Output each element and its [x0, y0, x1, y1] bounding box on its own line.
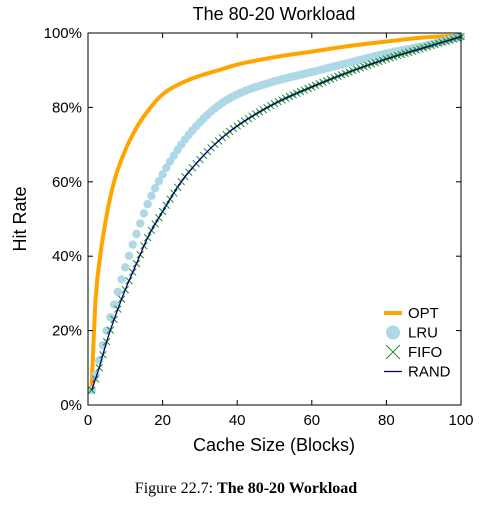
legend-swatch-fifo — [385, 344, 401, 360]
legend-item-rand: RAND — [384, 364, 451, 381]
legend: OPT LRU FIFO RAND — [384, 305, 451, 381]
series-opt — [89, 33, 462, 387]
y-tick-label: 100% — [44, 25, 82, 42]
lru-point — [147, 191, 156, 201]
caption-prefix: Figure 22.7: — [134, 480, 214, 497]
lru-point — [136, 219, 145, 228]
x-tick-label: 100 — [448, 412, 473, 429]
lru-point — [162, 163, 171, 173]
y-tick-label: 80% — [52, 99, 82, 116]
x-tick-label: 0 — [84, 412, 92, 429]
lru-point — [154, 176, 164, 186]
series-opt-line — [89, 33, 462, 387]
legend-label-fifo: FIFO — [408, 344, 442, 361]
legend-item-opt: OPT — [384, 305, 439, 322]
x-tick-label: 80 — [378, 412, 395, 429]
legend-item-lru: LRU — [386, 325, 438, 342]
x-tick-label: 40 — [229, 412, 246, 429]
plot-frame — [87, 32, 462, 406]
lru-point — [139, 209, 149, 218]
y-tick-label: 0% — [60, 397, 82, 414]
lru-point — [124, 251, 134, 260]
legend-label-lru: LRU — [408, 325, 438, 342]
legend-item-fifo: FIFO — [385, 344, 442, 361]
series-rand-line — [91, 36, 462, 391]
lru-point — [121, 263, 130, 272]
x-tick-label: 60 — [303, 412, 320, 429]
figure-caption: Figure 22.7: The 80-20 Workload — [0, 480, 492, 498]
lru-point — [150, 184, 160, 193]
x-tick-label: 20 — [154, 412, 171, 429]
y-axis-label: Hit Rate — [10, 186, 30, 251]
y-tick-label: 20% — [52, 323, 82, 340]
y-axis: 0% 20% 40% 60% 80% 100% — [44, 25, 461, 414]
y-tick-label: 40% — [52, 248, 82, 265]
legend-label-rand: RAND — [408, 364, 451, 381]
series-rand — [91, 36, 462, 391]
lru-point — [132, 229, 141, 239]
series-layer — [87, 32, 466, 395]
lru-point — [128, 240, 137, 249]
lru-point — [106, 313, 115, 322]
hit-rate-chart: The 80-20 Workload 0 20 40 60 80 100 0% 20% 40%… — [10, 4, 474, 455]
lru-point — [117, 275, 126, 284]
lru-point — [143, 199, 152, 209]
lru-point — [109, 300, 119, 309]
x-axis-label: Cache Size (Blocks) — [193, 435, 355, 455]
legend-label-opt: OPT — [408, 305, 439, 322]
caption-title: The 80-20 Workload — [217, 480, 358, 497]
x-axis: 0 20 40 60 80 100 — [84, 33, 474, 429]
lru-point — [113, 287, 123, 297]
y-tick-label: 60% — [52, 174, 82, 191]
lru-point — [158, 170, 167, 179]
chart-title: The 80-20 Workload — [193, 4, 356, 24]
legend-swatch-lru — [386, 325, 400, 340]
